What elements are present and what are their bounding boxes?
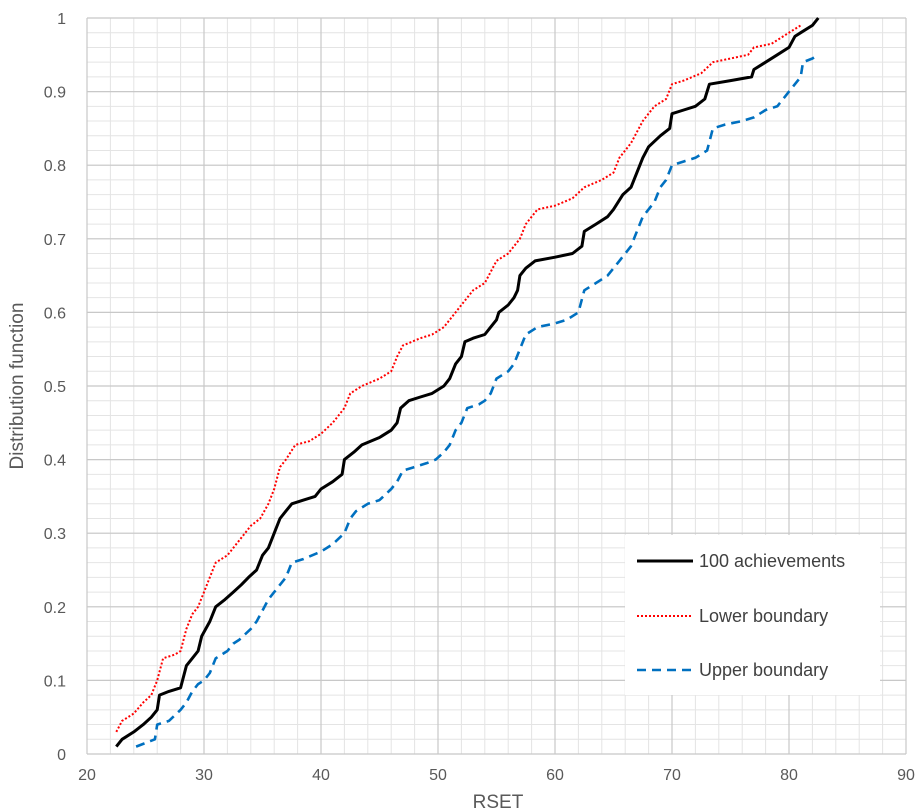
y-tick-label: 0 bbox=[57, 747, 66, 764]
y-tick-label: 0.5 bbox=[44, 379, 66, 396]
legend-label: Lower boundary bbox=[699, 606, 828, 626]
series-line-upper-boundary bbox=[135, 53, 819, 748]
series-lines bbox=[115, 17, 820, 748]
x-tick-label: 50 bbox=[429, 767, 447, 784]
y-axis-title: Distribution function bbox=[7, 303, 28, 470]
series-line-100-achievements bbox=[115, 17, 820, 748]
y-tick-label: 0.8 bbox=[44, 158, 66, 175]
x-tick-label: 20 bbox=[78, 767, 96, 784]
x-tick-label: 60 bbox=[546, 767, 564, 784]
series-line-lower-boundary bbox=[115, 24, 802, 733]
x-axis-tick-labels: 20 30 40 50 60 70 80 90 bbox=[78, 767, 915, 784]
legend-label: Upper boundary bbox=[699, 660, 828, 680]
legend: 100 achievements Lower boundary Upper boun… bbox=[625, 535, 880, 695]
y-tick-label: 0.1 bbox=[44, 673, 66, 690]
y-axis-tick-labels: 0 0.1 0.2 0.3 0.4 0.5 0.6 0.7 0.8 0.9 1 bbox=[44, 11, 66, 764]
x-tick-label: 90 bbox=[897, 767, 915, 784]
legend-label: 100 achievements bbox=[699, 551, 845, 571]
y-tick-label: 1 bbox=[57, 11, 66, 28]
x-axis-title: RSET bbox=[473, 792, 524, 811]
y-tick-label: 0.7 bbox=[44, 232, 66, 249]
y-tick-label: 0.4 bbox=[44, 453, 66, 470]
y-tick-label: 0.9 bbox=[44, 85, 66, 102]
x-tick-label: 70 bbox=[663, 767, 681, 784]
y-tick-label: 0.3 bbox=[44, 526, 66, 543]
y-tick-label: 0.2 bbox=[44, 600, 66, 617]
x-tick-label: 40 bbox=[312, 767, 330, 784]
x-tick-label: 30 bbox=[195, 767, 213, 784]
x-tick-label: 80 bbox=[780, 767, 798, 784]
y-tick-label: 0.6 bbox=[44, 305, 66, 322]
major-gridlines bbox=[86, 17, 907, 755]
